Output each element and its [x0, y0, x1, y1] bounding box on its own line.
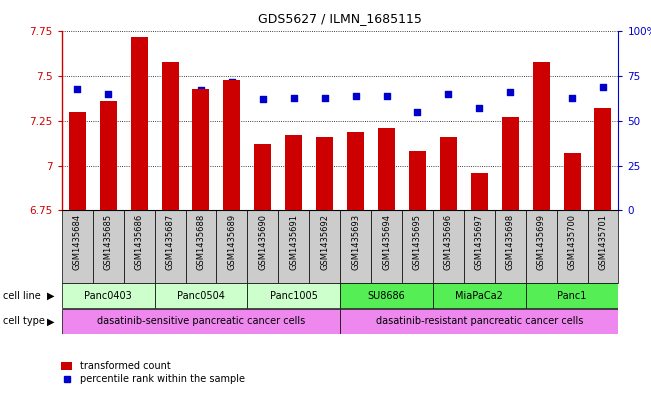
Point	[474, 105, 484, 112]
Text: GSM1435701: GSM1435701	[598, 214, 607, 270]
Text: GSM1435692: GSM1435692	[320, 214, 329, 270]
FancyBboxPatch shape	[433, 283, 525, 308]
Point	[72, 86, 83, 92]
Point	[505, 89, 516, 95]
FancyBboxPatch shape	[62, 210, 92, 283]
Text: GSM1435687: GSM1435687	[165, 214, 174, 270]
FancyBboxPatch shape	[340, 283, 433, 308]
Bar	[255, 144, 271, 210]
Bar	[471, 173, 488, 210]
FancyBboxPatch shape	[278, 210, 309, 283]
Point	[165, 78, 175, 84]
Text: GSM1435693: GSM1435693	[351, 214, 360, 270]
Bar	[131, 37, 148, 210]
FancyBboxPatch shape	[62, 309, 340, 334]
Bar	[564, 153, 581, 210]
Text: cell type: cell type	[3, 316, 45, 326]
Bar	[440, 137, 457, 210]
Text: cell line: cell line	[3, 291, 41, 301]
Bar	[316, 137, 333, 210]
Text: Panc0403: Panc0403	[85, 291, 132, 301]
FancyBboxPatch shape	[525, 210, 557, 283]
Text: dasatinib-sensitive pancreatic cancer cells: dasatinib-sensitive pancreatic cancer ce…	[97, 316, 305, 326]
FancyBboxPatch shape	[340, 210, 371, 283]
FancyBboxPatch shape	[433, 210, 464, 283]
Text: dasatinib-resistant pancreatic cancer cells: dasatinib-resistant pancreatic cancer ce…	[376, 316, 583, 326]
Text: ▶: ▶	[47, 291, 55, 301]
Legend: transformed count, percentile rank within the sample: transformed count, percentile rank withi…	[57, 358, 249, 388]
Point	[258, 96, 268, 103]
Text: GSM1435688: GSM1435688	[197, 214, 206, 270]
Point	[227, 78, 237, 84]
Text: GSM1435699: GSM1435699	[536, 214, 546, 270]
Text: Panc1: Panc1	[557, 291, 587, 301]
Point	[567, 94, 577, 101]
Point	[350, 93, 361, 99]
FancyBboxPatch shape	[186, 210, 216, 283]
FancyBboxPatch shape	[247, 210, 278, 283]
Point	[598, 84, 608, 90]
Point	[320, 94, 330, 101]
Bar	[378, 128, 395, 210]
FancyBboxPatch shape	[124, 210, 154, 283]
FancyBboxPatch shape	[62, 283, 154, 308]
Text: GSM1435686: GSM1435686	[135, 214, 144, 270]
Bar	[193, 89, 210, 210]
Bar	[502, 117, 519, 210]
FancyBboxPatch shape	[464, 210, 495, 283]
Bar	[594, 108, 611, 210]
Point	[381, 93, 392, 99]
Text: GDS5627 / ILMN_1685115: GDS5627 / ILMN_1685115	[258, 12, 422, 25]
Text: GSM1435700: GSM1435700	[568, 214, 577, 270]
Text: GSM1435698: GSM1435698	[506, 214, 515, 270]
Bar	[409, 151, 426, 210]
Text: Panc0504: Panc0504	[177, 291, 225, 301]
Bar	[285, 135, 302, 210]
FancyBboxPatch shape	[340, 309, 618, 334]
Point	[412, 109, 422, 115]
Text: GSM1435685: GSM1435685	[104, 214, 113, 270]
Text: GSM1435684: GSM1435684	[73, 214, 82, 270]
FancyBboxPatch shape	[495, 210, 525, 283]
FancyBboxPatch shape	[247, 283, 340, 308]
Text: Panc1005: Panc1005	[270, 291, 318, 301]
FancyBboxPatch shape	[154, 283, 247, 308]
Text: GSM1435697: GSM1435697	[475, 214, 484, 270]
FancyBboxPatch shape	[92, 210, 124, 283]
Point	[443, 91, 454, 97]
Text: GSM1435696: GSM1435696	[444, 214, 453, 270]
Bar	[223, 80, 240, 210]
Text: GSM1435690: GSM1435690	[258, 214, 268, 270]
Point	[134, 75, 145, 81]
Text: GSM1435689: GSM1435689	[227, 214, 236, 270]
Text: MiaPaCa2: MiaPaCa2	[455, 291, 503, 301]
Point	[288, 94, 299, 101]
Bar	[100, 101, 117, 210]
Point	[196, 87, 206, 94]
FancyBboxPatch shape	[557, 210, 587, 283]
Text: GSM1435694: GSM1435694	[382, 214, 391, 270]
FancyBboxPatch shape	[154, 210, 186, 283]
Text: GSM1435691: GSM1435691	[289, 214, 298, 270]
FancyBboxPatch shape	[216, 210, 247, 283]
FancyBboxPatch shape	[402, 210, 433, 283]
Text: SU8686: SU8686	[368, 291, 406, 301]
Bar	[533, 62, 549, 210]
FancyBboxPatch shape	[525, 283, 618, 308]
Bar	[347, 132, 364, 210]
Text: ▶: ▶	[47, 316, 55, 326]
FancyBboxPatch shape	[587, 210, 618, 283]
Point	[536, 75, 546, 81]
Point	[103, 91, 113, 97]
Bar	[69, 112, 86, 210]
FancyBboxPatch shape	[309, 210, 340, 283]
Text: GSM1435695: GSM1435695	[413, 214, 422, 270]
Bar	[161, 62, 178, 210]
FancyBboxPatch shape	[371, 210, 402, 283]
